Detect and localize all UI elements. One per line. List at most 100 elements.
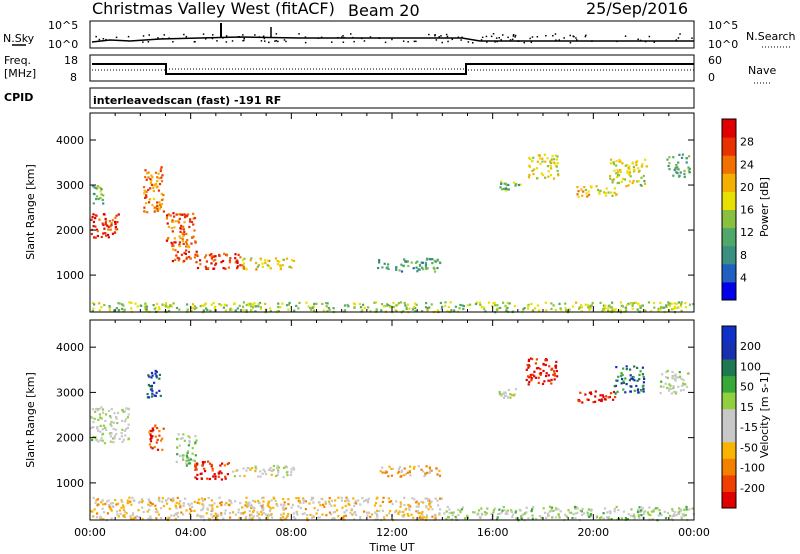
heatmap-cell bbox=[148, 443, 152, 446]
heatmap-cell bbox=[639, 509, 642, 512]
heatmap-cell bbox=[150, 384, 153, 387]
heatmap-cell bbox=[408, 504, 411, 507]
heatmap-cell bbox=[126, 416, 129, 419]
heatmap-cell bbox=[114, 216, 117, 219]
nsky-point bbox=[211, 37, 214, 40]
heatmap-cell bbox=[249, 259, 252, 262]
nsky-point bbox=[262, 35, 265, 37]
heatmap-cell bbox=[663, 510, 666, 513]
heatmap-cell bbox=[517, 183, 520, 187]
heatmap-cell bbox=[541, 160, 544, 163]
heatmap-cell bbox=[673, 302, 676, 305]
heatmap-cell bbox=[123, 515, 126, 519]
heatmap-cell bbox=[598, 517, 602, 520]
heatmap-cell bbox=[274, 257, 277, 260]
heatmap-cell bbox=[482, 306, 485, 309]
heatmap-cell bbox=[271, 469, 274, 472]
heatmap-cell bbox=[503, 182, 506, 185]
heatmap-cell bbox=[153, 307, 156, 311]
heatmap-cell bbox=[559, 510, 562, 513]
heatmap-cell bbox=[119, 512, 122, 515]
heatmap-cell bbox=[115, 510, 119, 513]
heatmap-cell bbox=[153, 381, 156, 384]
heatmap-cell bbox=[606, 511, 609, 514]
heatmap-cell bbox=[183, 259, 186, 262]
heatmap-cell bbox=[99, 186, 102, 189]
heatmap-cell bbox=[657, 310, 660, 313]
heatmap-cell bbox=[550, 307, 553, 311]
heatmap-cell bbox=[583, 512, 586, 515]
heatmap-cell bbox=[668, 162, 671, 165]
heatmap-cell bbox=[504, 306, 508, 309]
heatmap-cell bbox=[269, 508, 272, 511]
heatmap-cell bbox=[167, 237, 170, 240]
heatmap-cell bbox=[195, 250, 198, 253]
heatmap-cell bbox=[639, 306, 642, 309]
heatmap-cell bbox=[118, 302, 121, 305]
heatmap-cell bbox=[342, 516, 345, 519]
heatmap-cell bbox=[167, 497, 170, 500]
heatmap-cell bbox=[204, 302, 207, 305]
heatmap-cell bbox=[268, 469, 271, 472]
heatmap-cell bbox=[248, 517, 251, 520]
heatmap-cell bbox=[598, 192, 601, 195]
heatmap-cell bbox=[263, 470, 267, 473]
heatmap-cell bbox=[181, 240, 184, 243]
heatmap-cell bbox=[425, 514, 428, 517]
heatmap-cell bbox=[631, 307, 634, 310]
heatmap-cell bbox=[124, 418, 128, 421]
heatmap-cell bbox=[685, 505, 688, 509]
nsky-point bbox=[591, 40, 593, 42]
heatmap-cell bbox=[166, 214, 169, 217]
heatmap-cell bbox=[357, 499, 360, 502]
heatmap-cell bbox=[117, 515, 120, 518]
heatmap-cell bbox=[324, 502, 327, 505]
heatmap-cell bbox=[201, 304, 204, 307]
heatmap-cell bbox=[178, 243, 181, 246]
colorbar-tick-label: -200 bbox=[740, 482, 765, 495]
heatmap-cell bbox=[151, 447, 154, 450]
heatmap-cell bbox=[610, 518, 613, 521]
heatmap-cell bbox=[409, 474, 412, 477]
heatmap-cell bbox=[536, 177, 539, 180]
heatmap-cell bbox=[211, 467, 214, 470]
heatmap-cell bbox=[520, 516, 523, 519]
heatmap-cell bbox=[581, 507, 584, 510]
heatmap-cell bbox=[282, 504, 285, 507]
heatmap-cell bbox=[103, 442, 106, 445]
heatmap-cell bbox=[116, 513, 119, 516]
heatmap-cell bbox=[666, 376, 669, 380]
heatmap-cell bbox=[123, 514, 126, 517]
heatmap-cell bbox=[303, 512, 306, 515]
heatmap-cell bbox=[514, 388, 518, 391]
heatmap-cell bbox=[633, 169, 636, 172]
heatmap-cell bbox=[262, 468, 265, 471]
heatmap-cell bbox=[478, 301, 481, 304]
heatmap-cell bbox=[245, 501, 248, 504]
heatmap-cell bbox=[96, 427, 99, 430]
heatmap-cell bbox=[635, 161, 638, 164]
heatmap-cell bbox=[98, 413, 102, 416]
heatmap-cell bbox=[92, 185, 95, 188]
heatmap-cell bbox=[444, 304, 447, 307]
heatmap-cell bbox=[625, 308, 628, 311]
heatmap-cell bbox=[403, 513, 406, 516]
heatmap-cell bbox=[252, 510, 255, 513]
heatmap-cell bbox=[121, 428, 124, 431]
heatmap-cell bbox=[92, 307, 95, 310]
heatmap-cell bbox=[291, 503, 294, 506]
heatmap-cell bbox=[132, 517, 135, 520]
heatmap-cell bbox=[400, 471, 403, 474]
heatmap-cell bbox=[330, 499, 334, 502]
heatmap-cell bbox=[225, 254, 229, 257]
heatmap-cell bbox=[636, 510, 640, 514]
heatmap-cell bbox=[174, 249, 177, 252]
heatmap-cell bbox=[94, 501, 97, 505]
heatmap-cell bbox=[103, 213, 106, 216]
heatmap-cell bbox=[287, 308, 290, 311]
heatmap-cell bbox=[177, 259, 180, 262]
heatmap-cell bbox=[226, 463, 229, 466]
heatmap-cell bbox=[337, 496, 340, 499]
heatmap-cell bbox=[234, 309, 237, 312]
heatmap-cell bbox=[186, 239, 189, 242]
